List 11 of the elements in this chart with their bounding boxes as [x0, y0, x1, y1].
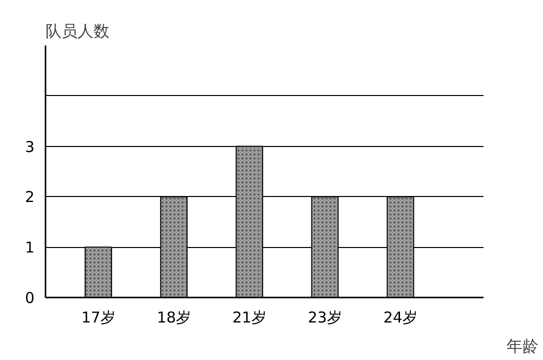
- x-tick-label: 21岁: [232, 308, 266, 326]
- x-tick-label: 23岁: [308, 308, 342, 326]
- x-tick-label: 17岁: [81, 308, 116, 326]
- x-tick-label: 24岁: [383, 308, 418, 326]
- x-axis-title: 年龄: [506, 336, 538, 356]
- y-axis-title: 队员人数: [46, 22, 110, 40]
- x-tick-label: 18岁: [156, 308, 191, 326]
- y-tick-label: 1: [24, 238, 35, 257]
- y-tick-label: 3: [24, 138, 35, 156]
- y-tick-label: 2: [24, 188, 35, 206]
- y-tick-label: 0: [24, 289, 35, 307]
